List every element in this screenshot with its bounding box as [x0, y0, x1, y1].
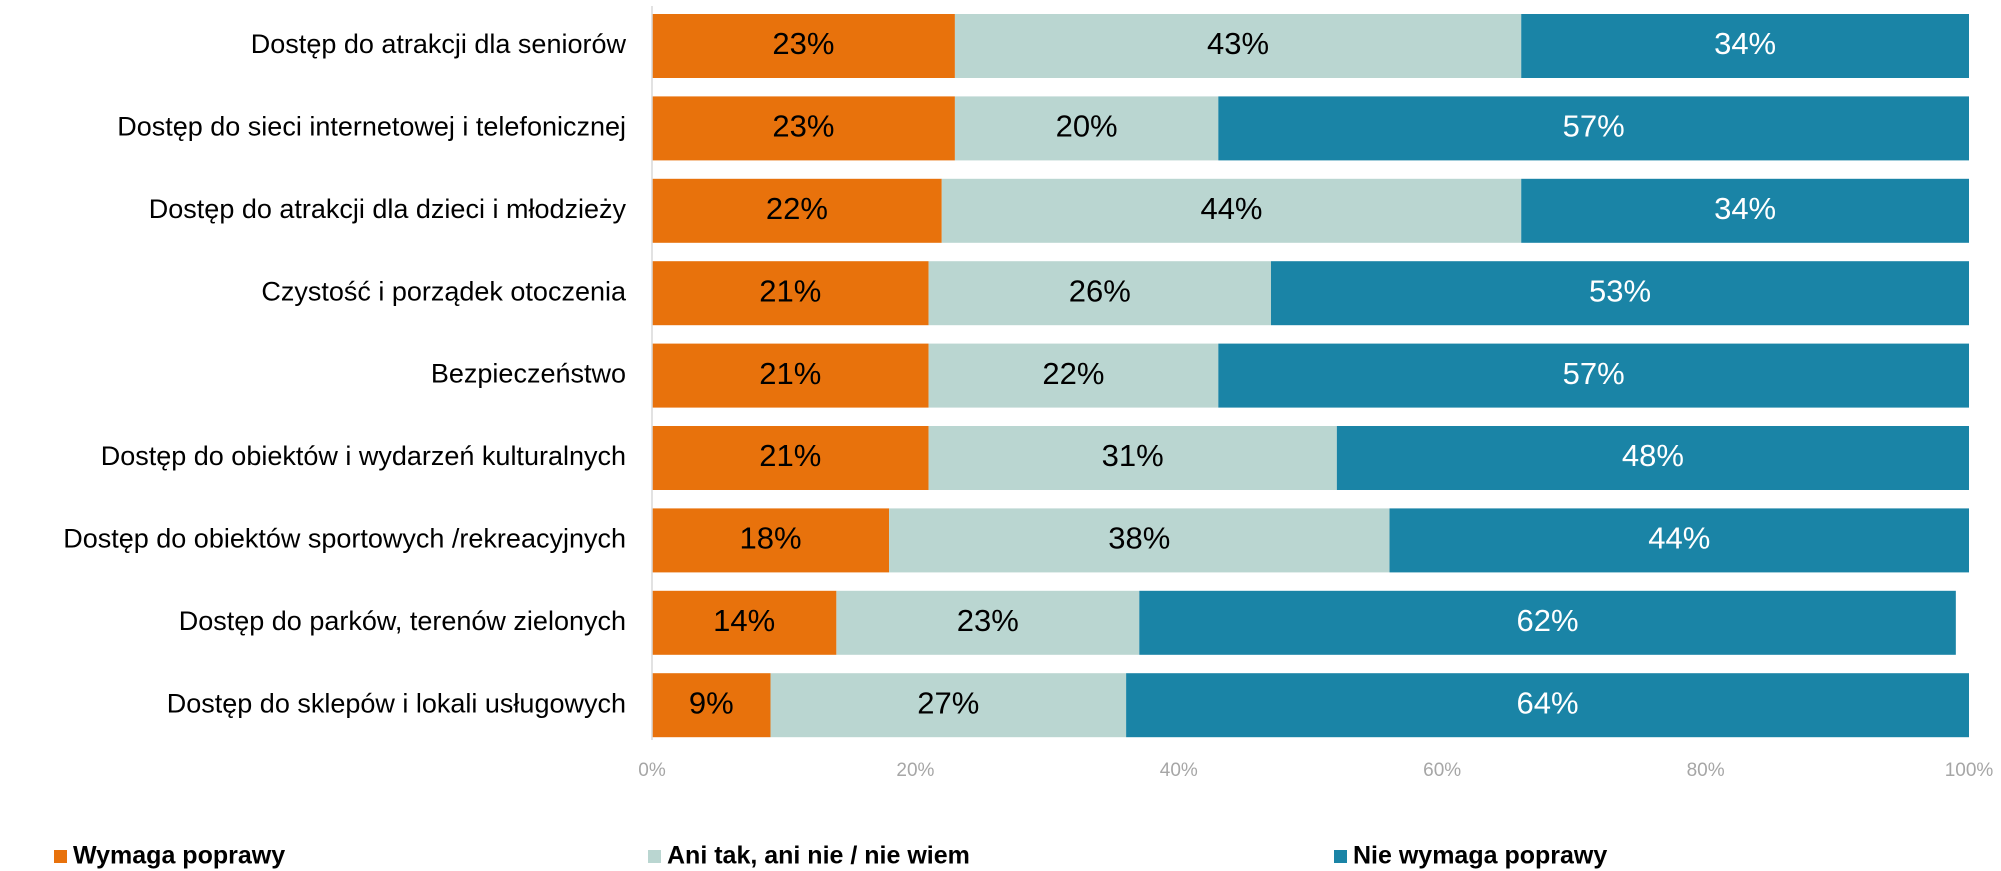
- category-label: Dostęp do sklepów i lokali usługowych: [167, 688, 626, 718]
- bar-segment: [954, 14, 1522, 78]
- legend-swatch: [54, 850, 67, 863]
- bar-data-label: 21%: [759, 273, 821, 308]
- bar-data-label: 22%: [766, 191, 828, 226]
- x-tick-label: 80%: [1687, 760, 1725, 781]
- bar-data-label: 23%: [957, 603, 1019, 638]
- bars-layer: 23% 43% 34% 23% 20% 57% 22% 44% 34% 21% 26% 53% 21% 2…: [652, 14, 1969, 738]
- x-axis: 0% 20% 40% 60% 80% 100%: [638, 6, 1993, 781]
- bar-segment: [1521, 178, 1969, 243]
- category-label: Dostęp do atrakcji dla dzieci i młodzież…: [149, 194, 627, 224]
- legend-label: Wymaga poprawy: [73, 842, 285, 870]
- bar-segment: [770, 673, 1127, 738]
- bar-segment: [836, 590, 1140, 655]
- legend: Wymaga poprawy Ani tak, ani nie / nie wie…: [54, 842, 1607, 870]
- legend-item: Wymaga poprawy: [54, 842, 285, 870]
- x-tick-label: 0%: [638, 760, 666, 781]
- x-tick-label: 60%: [1423, 760, 1461, 781]
- category-labels-layer: Dostęp do atrakcji dla seniorów Dostęp do…: [63, 29, 627, 718]
- bar-segment: [652, 508, 890, 573]
- bar-segment: [652, 178, 942, 243]
- bar-data-label: 20%: [1056, 109, 1118, 144]
- bar-segment: [652, 590, 837, 655]
- x-tick-label: 40%: [1160, 760, 1198, 781]
- x-tick-label: 100%: [1945, 760, 1994, 781]
- bar-data-label: 23%: [772, 26, 834, 61]
- bar-segment: [1126, 673, 1969, 738]
- bar-segment: [928, 261, 1271, 326]
- bar-data-label: 26%: [1069, 273, 1131, 308]
- legend-item: Nie wymaga poprawy: [1334, 842, 1607, 870]
- category-label: Dostęp do atrakcji dla seniorów: [251, 29, 627, 59]
- bar-segment: [1139, 590, 1956, 655]
- bar-data-label: 22%: [1042, 356, 1104, 391]
- bar-data-label: 64%: [1517, 685, 1579, 720]
- bar-data-label: 27%: [917, 685, 979, 720]
- bar-data-label: 38%: [1108, 521, 1170, 556]
- bar-data-label: 53%: [1589, 273, 1651, 308]
- bar-segment: [652, 343, 929, 408]
- bar-data-label: 34%: [1714, 26, 1776, 61]
- legend-label: Ani tak, ani nie / nie wiem: [667, 842, 970, 870]
- bar-segment: [928, 426, 1337, 490]
- bar-segment: [652, 673, 771, 738]
- bar-data-label: 44%: [1648, 521, 1710, 556]
- bar-data-label: 57%: [1563, 356, 1625, 391]
- category-label: Czystość i porządek otoczenia: [261, 276, 627, 306]
- legend-swatch: [648, 850, 661, 863]
- bar-data-label: 44%: [1200, 191, 1262, 226]
- bar-segment: [1336, 426, 1969, 490]
- bar-data-label: 23%: [772, 109, 834, 144]
- bar-data-label: 21%: [759, 438, 821, 473]
- legend-swatch: [1334, 850, 1347, 863]
- bar-data-label: 34%: [1714, 191, 1776, 226]
- bar-data-label: 57%: [1563, 109, 1625, 144]
- category-label: Bezpieczeństwo: [431, 359, 626, 389]
- x-tick-label: 20%: [896, 760, 934, 781]
- bar-segment: [652, 14, 955, 78]
- bar-segment: [941, 178, 1522, 243]
- bar-data-label: 31%: [1102, 438, 1164, 473]
- bar-segment: [652, 261, 929, 326]
- bar-segment: [954, 96, 1219, 161]
- bar-segment: [1389, 508, 1969, 573]
- legend-item: Ani tak, ani nie / nie wiem: [648, 842, 970, 870]
- bar-data-label: 62%: [1517, 603, 1579, 638]
- bar-data-label: 18%: [740, 521, 802, 556]
- bar-segment: [1218, 96, 1969, 161]
- bar-data-label: 43%: [1207, 26, 1269, 61]
- legend-label: Nie wymaga poprawy: [1353, 842, 1607, 870]
- bar-segment: [928, 343, 1219, 408]
- bar-data-label: 21%: [759, 356, 821, 391]
- bar-data-label: 9%: [689, 685, 734, 720]
- category-label: Dostęp do sieci internetowej i telefonic…: [117, 112, 626, 142]
- category-label: Dostęp do obiektów sportowych /rekreacyj…: [63, 524, 626, 554]
- bar-segment: [1521, 14, 1969, 78]
- bar-segment: [1218, 343, 1969, 408]
- category-label: Dostęp do obiektów i wydarzeń kulturalny…: [101, 441, 626, 471]
- bar-data-label: 14%: [713, 603, 775, 638]
- bar-segment: [889, 508, 1390, 573]
- bar-segment: [652, 426, 929, 490]
- bar-segment: [652, 96, 955, 161]
- bar-segment: [1270, 261, 1969, 326]
- bar-data-label: 48%: [1622, 438, 1684, 473]
- category-label: Dostęp do parków, terenów zielonych: [179, 606, 626, 636]
